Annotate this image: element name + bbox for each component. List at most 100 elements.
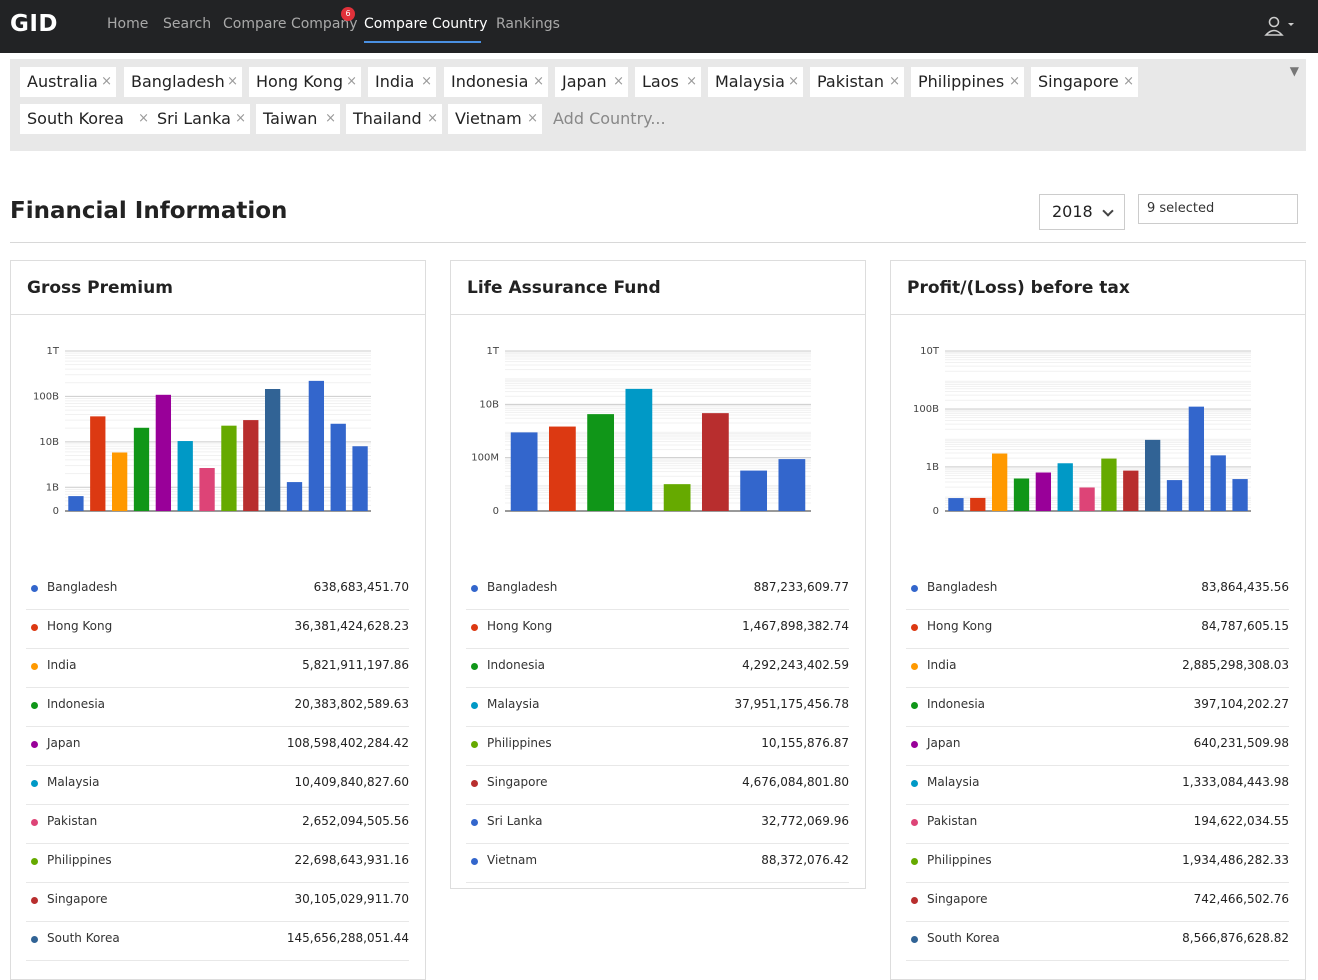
row-value: 1,467,898,382.74: [742, 619, 849, 633]
country-multiselect[interactable]: Australia × Bangladesh × Hong Kong × India ×…: [10, 59, 1306, 151]
chip-malaysia: Malaysia ×: [708, 67, 803, 97]
chip-label: Japan: [562, 72, 607, 91]
life-assurance-fund-chart: 0 100M 10B 1T: [471, 346, 811, 517]
bar-philippines: [663, 484, 691, 511]
year-select[interactable]: 2018: [1039, 194, 1125, 230]
legend-dot-icon: [911, 936, 918, 943]
gross-premium-chart: 0 1B 10B 100B 1T: [33, 346, 371, 517]
row-value: 20,383,802,589.63: [294, 697, 409, 711]
caret-down-icon[interactable]: ▼: [1289, 64, 1299, 78]
table-row: Singapore 4,676,084,801.80: [466, 766, 849, 805]
bar-bangladesh: [948, 498, 964, 511]
bar-bangladesh: [68, 496, 84, 511]
logo[interactable]: GID: [10, 11, 59, 37]
row-country: Bangladesh: [927, 580, 998, 594]
chip-label: Australia: [27, 72, 98, 91]
bar-malaysia: [1057, 463, 1073, 511]
user-icon: [1264, 16, 1294, 36]
bar-sri-lanka: [286, 482, 303, 511]
y-tick-label: 1B: [46, 482, 59, 493]
chip-label: Taiwan: [263, 109, 318, 128]
bar-philippines: [221, 425, 237, 511]
table-row: South Korea 145,656,288,051.44: [26, 922, 409, 961]
table-row: India 2,885,298,308.03: [906, 649, 1289, 688]
row-value: 10,155,876.87: [761, 736, 849, 750]
remove-chip-icon[interactable]: ×: [527, 111, 538, 126]
remove-chip-icon[interactable]: ×: [325, 111, 336, 126]
row-value: 4,292,243,402.59: [742, 658, 849, 672]
row-value: 37,951,175,456.78: [734, 697, 849, 711]
row-country: Hong Kong: [47, 619, 113, 633]
caret-down-icon: [1288, 23, 1294, 26]
table-row: Indonesia 397,104,202.27: [906, 688, 1289, 727]
nav-rankings[interactable]: Rankings: [496, 16, 560, 32]
legend-dot-icon: [471, 858, 478, 865]
active-tab-indicator: [364, 41, 481, 43]
remove-chip-icon[interactable]: ×: [889, 74, 900, 89]
legend-dot-icon: [31, 663, 38, 670]
chip-label: Singapore: [1038, 72, 1119, 91]
bar-singapore: [243, 420, 259, 511]
nav-home[interactable]: Home: [107, 16, 149, 32]
row-country: Malaysia: [47, 775, 100, 789]
nav-search[interactable]: Search: [163, 16, 212, 32]
remove-chip-icon[interactable]: ×: [421, 74, 432, 89]
remove-chip-icon[interactable]: ×: [613, 74, 624, 89]
remove-chip-icon[interactable]: ×: [1123, 74, 1134, 89]
page-title: Financial Information: [10, 198, 288, 224]
chip-vietnam: Vietnam ×: [448, 104, 542, 134]
y-tick-label: 1B: [926, 462, 939, 473]
bar-philippines: [1101, 458, 1117, 511]
row-country: Philippines: [927, 853, 992, 867]
table-row: Hong Kong 1,467,898,382.74: [466, 610, 849, 649]
chip-label: Indonesia: [451, 72, 529, 91]
table-row: Vietnam 88,372,076.42: [466, 844, 849, 883]
add-country-input[interactable]: Add Country...: [553, 109, 666, 128]
table-row: Bangladesh 638,683,451.70: [26, 571, 409, 610]
chip-taiwan: Taiwan ×: [256, 104, 340, 134]
remove-chip-icon[interactable]: ×: [427, 111, 438, 126]
user-menu[interactable]: [1264, 15, 1304, 39]
remove-chip-icon[interactable]: ×: [533, 74, 544, 89]
table-row: Malaysia 10,409,840,827.60: [26, 766, 409, 805]
card-title: Gross Premium: [11, 261, 425, 315]
chip-label: Malaysia: [715, 72, 785, 91]
remove-chip-icon[interactable]: ×: [686, 74, 697, 89]
bar-sri-lanka: [740, 470, 768, 511]
metric-multiselect[interactable]: 9 selected: [1138, 194, 1298, 224]
bar-taiwan: [308, 380, 325, 511]
legend-dot-icon: [31, 819, 38, 826]
chip-label: Pakistan: [817, 72, 884, 91]
legend-dot-icon: [471, 780, 478, 787]
chip-label: Laos: [642, 72, 679, 91]
remove-chip-icon[interactable]: ×: [346, 74, 357, 89]
divider: [10, 242, 1306, 243]
row-value: 887,233,609.77: [753, 580, 849, 594]
row-value: 83,864,435.56: [1201, 580, 1289, 594]
row-value: 397,104,202.27: [1193, 697, 1289, 711]
card-profit-before-tax: Profit/(Loss) before tax 0 1B 100B 10T Bang…: [890, 260, 1306, 980]
nav-compare-company[interactable]: Compare Company: [223, 16, 358, 32]
remove-chip-icon[interactable]: ×: [138, 111, 149, 126]
remove-chip-icon[interactable]: ×: [101, 74, 112, 89]
remove-chip-icon[interactable]: ×: [227, 74, 238, 89]
top-nav: GID Home Search Compare Company 6 Compar…: [0, 0, 1318, 53]
year-value: 2018: [1052, 202, 1093, 221]
table-row: Malaysia 1,333,084,443.98: [906, 766, 1289, 805]
bar-indonesia: [587, 414, 615, 511]
row-value: 145,656,288,051.44: [286, 931, 409, 945]
table-row: South Korea 8,566,876,628.82: [906, 922, 1289, 961]
row-value: 32,772,069.96: [761, 814, 849, 828]
table-row: Singapore 30,105,029,911.70: [26, 883, 409, 922]
chip-india: India ×: [368, 67, 436, 97]
table-row: Japan 640,231,509.98: [906, 727, 1289, 766]
y-tick-label: 10T: [920, 346, 940, 357]
remove-chip-icon[interactable]: ×: [1009, 74, 1020, 89]
nav-compare-country[interactable]: Compare Country: [364, 16, 488, 32]
bar-indonesia: [133, 427, 150, 511]
chip-singapore: Singapore ×: [1031, 67, 1138, 97]
remove-chip-icon[interactable]: ×: [235, 111, 246, 126]
legend-dot-icon: [31, 936, 38, 943]
table-row: Japan 108,598,402,284.42: [26, 727, 409, 766]
remove-chip-icon[interactable]: ×: [788, 74, 799, 89]
